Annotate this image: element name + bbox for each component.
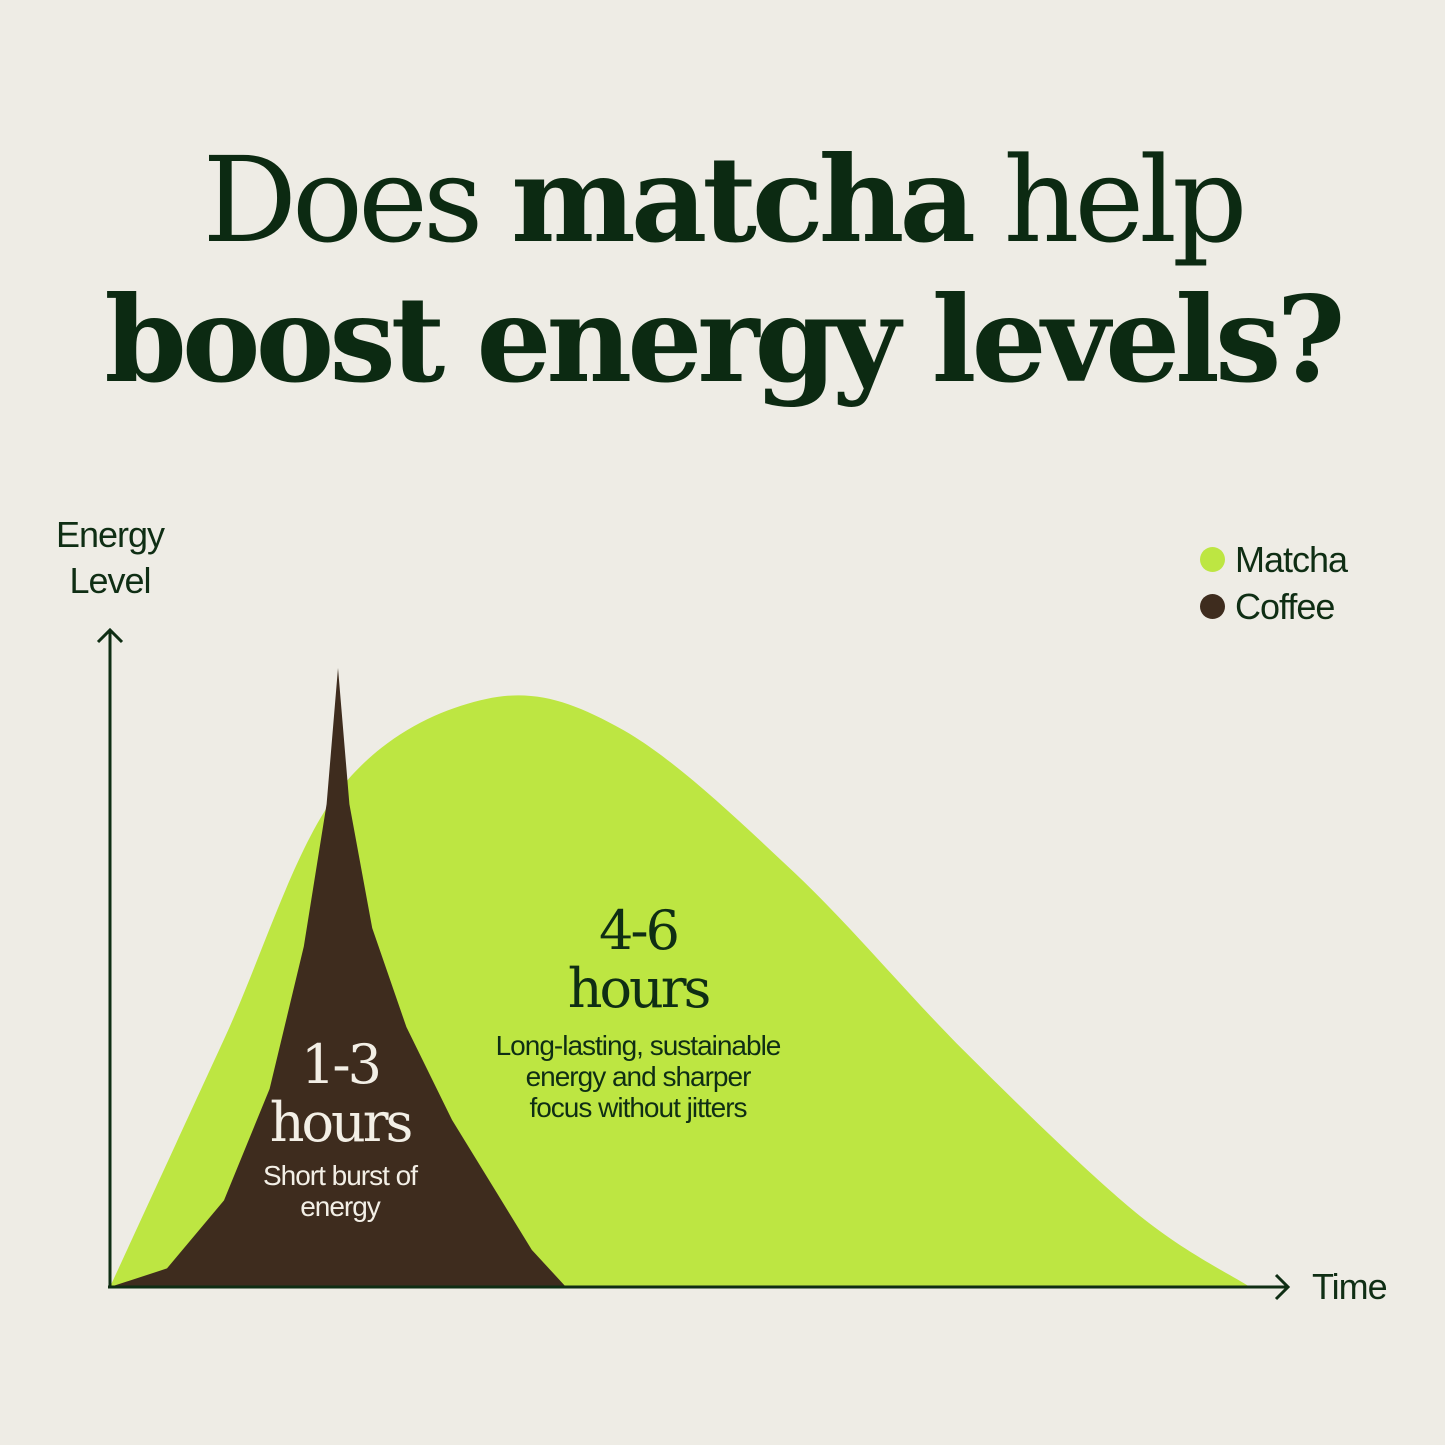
coffee-area — [110, 668, 566, 1287]
title-word: Does — [202, 131, 483, 269]
coffee-desc: energy — [300, 1191, 381, 1222]
coffee-desc: Short burst of — [262, 1160, 418, 1191]
legend-label: Coffee — [1235, 585, 1335, 627]
matcha-dot-icon — [1200, 547, 1225, 572]
matcha-duration-unit: hours — [567, 957, 712, 1020]
legend: Matcha Coffee — [1200, 536, 1348, 630]
matcha-desc: energy and sharper — [525, 1061, 752, 1092]
coffee-dot-icon — [1200, 594, 1225, 619]
title-line-2: boost energy levels? — [104, 270, 1345, 409]
y-axis-arrow-icon — [96, 627, 124, 644]
coffee-duration: 1-3 — [301, 1033, 382, 1096]
y-axis-label: Energy Level — [55, 514, 165, 601]
matcha-annotation: 4-6 hours Long-lasting, sustainable ener… — [438, 899, 838, 1124]
legend-item-matcha: Matcha — [1200, 536, 1348, 583]
matcha-duration: 4-6 — [599, 899, 680, 962]
title-word: help — [1003, 131, 1247, 269]
page-title: Does matcha help boost energy levels? — [0, 130, 1445, 410]
title-word-bold: matcha — [511, 130, 976, 269]
legend-item-coffee: Coffee — [1200, 583, 1347, 630]
coffee-duration-unit: hours — [269, 1091, 414, 1154]
x-axis-label: Time — [1312, 1266, 1388, 1307]
legend-label: Matcha — [1235, 538, 1348, 580]
x-axis-arrow-icon — [1274, 1273, 1291, 1301]
coffee-annotation: 1-3 hours Short burst of energy — [190, 1033, 490, 1223]
matcha-desc: Long-lasting, sustainable — [495, 1030, 782, 1061]
matcha-desc: focus without jitters — [529, 1092, 747, 1123]
